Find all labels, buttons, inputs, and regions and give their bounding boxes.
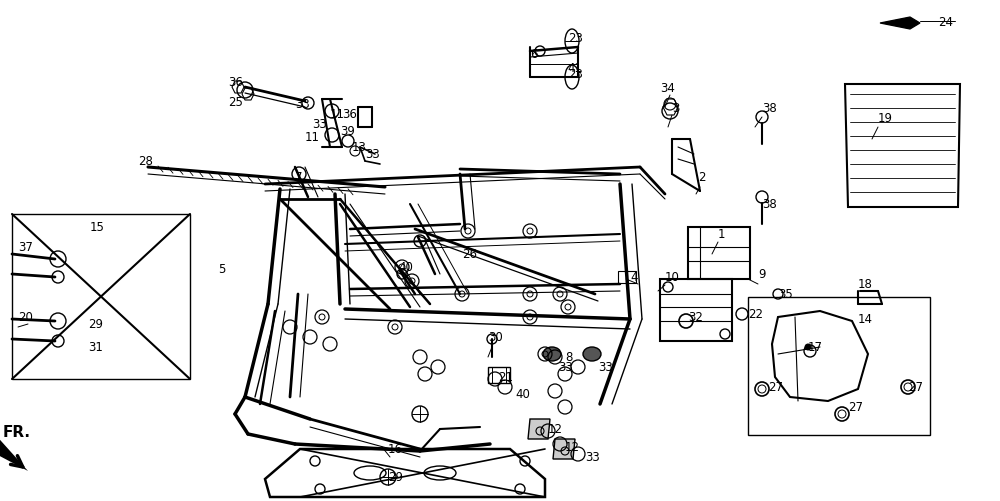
Text: 33: 33 [585, 450, 600, 463]
Text: 5: 5 [218, 263, 225, 276]
Text: 13: 13 [352, 141, 367, 154]
Text: 33: 33 [558, 361, 573, 374]
Text: 33: 33 [598, 361, 613, 374]
Bar [660, 280, 732, 341]
Text: 26: 26 [462, 248, 477, 261]
Text: 38: 38 [762, 198, 777, 211]
Text: 35: 35 [778, 288, 793, 301]
Text: 32: 32 [688, 311, 703, 324]
Text: 34: 34 [660, 81, 675, 94]
Text: 31: 31 [88, 341, 103, 354]
Text: FR.: FR. [3, 424, 31, 439]
Text: 27: 27 [848, 401, 863, 414]
Bar [618, 272, 636, 284]
Ellipse shape [543, 347, 561, 361]
Text: 15: 15 [90, 221, 105, 234]
Polygon shape [880, 18, 920, 30]
Polygon shape [528, 419, 550, 439]
Text: 40: 40 [398, 261, 413, 274]
Text: 36: 36 [342, 108, 357, 121]
Text: 25: 25 [228, 95, 243, 108]
Text: 30: 30 [488, 331, 503, 344]
Text: 27: 27 [768, 381, 783, 394]
Circle shape [805, 344, 811, 350]
Text: 33: 33 [295, 98, 310, 111]
Text: 29: 29 [388, 470, 403, 483]
Text: 10: 10 [665, 271, 680, 284]
Text: 12: 12 [548, 423, 563, 436]
Text: 12: 12 [565, 440, 580, 453]
Text: 28: 28 [138, 155, 153, 168]
Text: 7: 7 [295, 171, 303, 184]
Text: 19: 19 [878, 111, 893, 124]
Text: 8: 8 [565, 351, 572, 364]
Text: 22: 22 [748, 308, 763, 321]
Text: 40: 40 [515, 388, 530, 401]
Bar [12, 214, 190, 379]
Text: 16: 16 [388, 442, 403, 455]
Polygon shape [553, 439, 575, 459]
Text: 18: 18 [858, 278, 873, 291]
Ellipse shape [583, 347, 601, 361]
Text: 36: 36 [228, 75, 243, 88]
Text: 2: 2 [698, 171, 706, 184]
Text: 17: 17 [808, 341, 823, 354]
Text: 6: 6 [530, 49, 538, 62]
Text: 33: 33 [312, 118, 327, 131]
Text: 23: 23 [568, 68, 583, 81]
Text: 21: 21 [498, 371, 513, 384]
Polygon shape [0, 437, 28, 471]
Text: 20: 20 [18, 311, 33, 324]
Text: 39: 39 [340, 125, 355, 138]
Text: 38: 38 [762, 101, 777, 114]
Text: 14: 14 [858, 313, 873, 326]
Text: 4: 4 [630, 271, 638, 284]
Text: 1: 1 [718, 228, 726, 241]
Text: 24: 24 [938, 16, 953, 29]
Text: 41: 41 [567, 62, 582, 74]
Bar [488, 367, 510, 383]
Text: 11: 11 [330, 108, 345, 121]
Text: 9: 9 [758, 268, 766, 281]
Text: 23: 23 [568, 32, 583, 45]
Text: 37: 37 [18, 241, 33, 254]
Text: 3: 3 [672, 101, 679, 114]
Text: 11: 11 [305, 131, 320, 144]
Bar [748, 298, 930, 435]
Text: 29: 29 [88, 318, 103, 331]
Text: 33: 33 [365, 148, 380, 161]
Bar [688, 227, 750, 280]
Text: 27: 27 [908, 381, 923, 394]
